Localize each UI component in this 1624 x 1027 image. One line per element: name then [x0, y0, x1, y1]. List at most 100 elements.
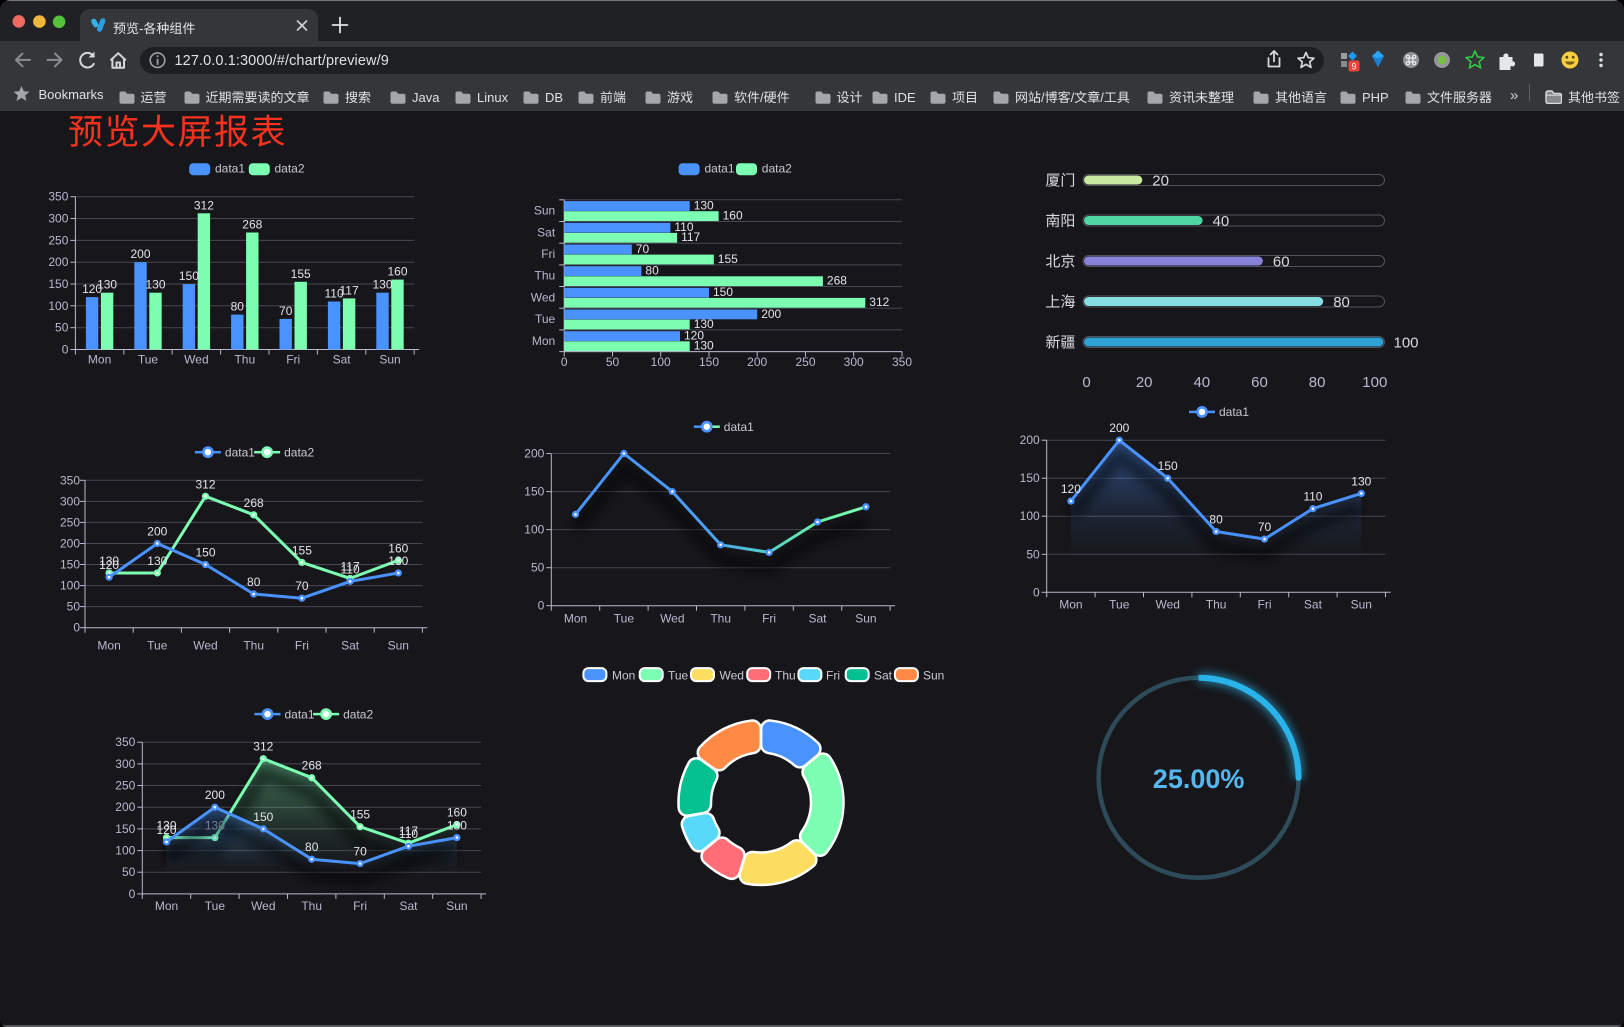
svg-text:350: 350	[892, 355, 912, 369]
svg-text:350: 350	[115, 735, 135, 749]
svg-text:100: 100	[1362, 374, 1387, 391]
svg-text:350: 350	[48, 190, 68, 204]
svg-text:Sun: Sun	[534, 204, 555, 218]
svg-text:Thu: Thu	[243, 638, 264, 652]
svg-text:Mon: Mon	[97, 638, 120, 652]
svg-text:130: 130	[97, 278, 117, 292]
svg-text:300: 300	[60, 494, 80, 508]
svg-text:Sun: Sun	[388, 638, 409, 652]
svg-text:150: 150	[253, 810, 273, 824]
svg-text:40: 40	[1213, 213, 1230, 230]
svg-text:厦门: 厦门	[1045, 170, 1075, 191]
svg-text:60: 60	[1251, 374, 1268, 391]
svg-text:200: 200	[115, 800, 135, 814]
svg-text:Sat: Sat	[1304, 598, 1323, 612]
svg-text:130: 130	[388, 554, 408, 568]
svg-text:100: 100	[651, 355, 671, 369]
svg-text:Wed: Wed	[660, 611, 684, 625]
svg-text:117: 117	[341, 559, 360, 573]
svg-text:100: 100	[524, 523, 544, 537]
svg-text:200: 200	[1109, 421, 1129, 435]
svg-text:150: 150	[524, 485, 544, 499]
svg-text:25.00%: 25.00%	[1153, 764, 1245, 794]
svg-text:110: 110	[341, 562, 360, 576]
svg-text:Thu: Thu	[1206, 598, 1227, 612]
svg-text:110: 110	[399, 827, 418, 841]
svg-text:155: 155	[718, 252, 738, 266]
svg-text:Tue: Tue	[1109, 598, 1130, 612]
svg-text:data1: data1	[285, 707, 315, 721]
svg-text:70: 70	[295, 579, 309, 593]
svg-text:120: 120	[99, 558, 119, 572]
svg-text:Wed: Wed	[184, 353, 208, 367]
svg-text:新疆: 新疆	[1045, 332, 1075, 353]
svg-text:150: 150	[195, 546, 215, 560]
svg-text:268: 268	[302, 759, 322, 773]
svg-text:0: 0	[129, 887, 136, 901]
svg-text:250: 250	[48, 233, 68, 247]
svg-text:data1: data1	[215, 162, 245, 176]
svg-text:Thu: Thu	[535, 269, 556, 283]
svg-text:Sun: Sun	[446, 899, 467, 913]
svg-text:250: 250	[795, 355, 815, 369]
svg-text:70: 70	[279, 304, 293, 318]
svg-text:20: 20	[1152, 173, 1169, 190]
svg-text:Sat: Sat	[808, 611, 827, 625]
svg-text:110: 110	[1303, 490, 1322, 504]
svg-text:150: 150	[1020, 471, 1040, 485]
svg-text:130: 130	[1351, 474, 1371, 488]
svg-text:Fri: Fri	[286, 353, 300, 367]
svg-text:70: 70	[636, 242, 650, 256]
svg-text:Tue: Tue	[614, 611, 635, 625]
svg-text:0: 0	[62, 343, 69, 357]
svg-text:80: 80	[231, 300, 245, 314]
svg-text:Mon: Mon	[612, 669, 635, 683]
svg-text:130: 130	[156, 819, 176, 833]
svg-text:0: 0	[538, 599, 545, 613]
svg-text:60: 60	[1273, 254, 1290, 271]
svg-text:Wed: Wed	[720, 669, 744, 683]
svg-text:350: 350	[60, 473, 80, 487]
svg-text:Wed: Wed	[531, 290, 555, 304]
svg-text:110: 110	[325, 287, 344, 301]
svg-text:Tue: Tue	[668, 669, 689, 683]
svg-text:Sat: Sat	[874, 669, 893, 683]
svg-text:117: 117	[681, 230, 700, 244]
svg-text:南阳: 南阳	[1045, 210, 1075, 231]
svg-text:300: 300	[48, 212, 68, 226]
svg-text:150: 150	[48, 277, 68, 291]
svg-text:Mon: Mon	[88, 353, 111, 367]
svg-text:Fri: Fri	[541, 247, 555, 261]
svg-text:9: 9	[1351, 61, 1356, 71]
svg-text:200: 200	[60, 537, 80, 551]
svg-text:70: 70	[353, 845, 367, 859]
svg-text:Fri: Fri	[1258, 598, 1272, 612]
svg-text:200: 200	[761, 307, 781, 321]
svg-text:0: 0	[1082, 374, 1090, 391]
svg-text:130: 130	[694, 198, 714, 212]
svg-text:Fri: Fri	[762, 611, 776, 625]
svg-text:50: 50	[122, 865, 136, 879]
svg-text:Tue: Tue	[147, 638, 168, 652]
svg-text:120: 120	[1061, 482, 1081, 496]
svg-text:Sat: Sat	[537, 225, 556, 239]
svg-text:150: 150	[179, 269, 199, 283]
svg-text:0: 0	[1033, 585, 1040, 599]
svg-text:50: 50	[606, 355, 620, 369]
svg-text:Sun: Sun	[379, 353, 400, 367]
svg-text:data2: data2	[284, 445, 314, 459]
svg-text:Sat: Sat	[341, 638, 360, 652]
svg-text:100: 100	[1020, 509, 1040, 523]
svg-text:100: 100	[1394, 335, 1419, 352]
svg-text:160: 160	[387, 265, 407, 279]
svg-text:上海: 上海	[1045, 291, 1075, 312]
svg-text:Mon: Mon	[155, 899, 178, 913]
svg-text:Sat: Sat	[399, 899, 418, 913]
svg-text:80: 80	[1333, 294, 1350, 311]
svg-text:50: 50	[55, 321, 69, 335]
svg-text:Thu: Thu	[234, 353, 255, 367]
svg-text:Mon: Mon	[564, 611, 587, 625]
svg-text:80: 80	[1309, 374, 1326, 391]
svg-text:Wed: Wed	[193, 638, 217, 652]
svg-text:130: 130	[145, 278, 165, 292]
